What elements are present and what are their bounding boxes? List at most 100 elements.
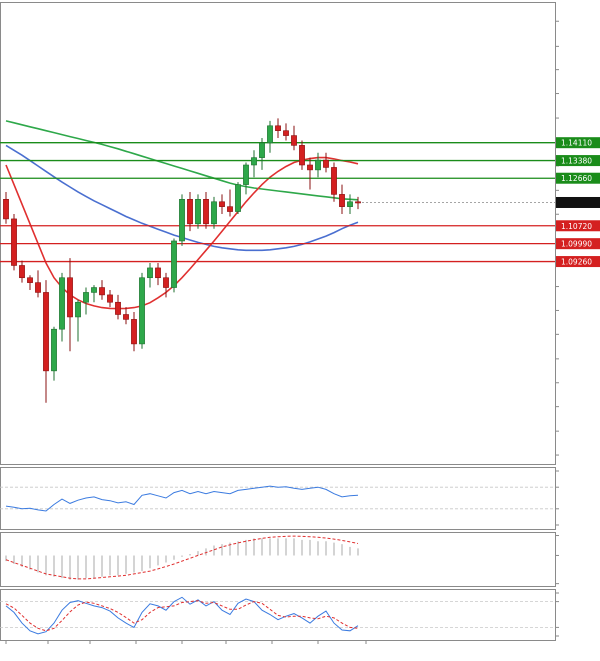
stoch-panel-frame	[0, 589, 556, 641]
candle-body	[299, 145, 305, 166]
candle	[275, 118, 281, 139]
current-price-box	[556, 196, 600, 208]
candle	[99, 280, 105, 300]
candle	[147, 263, 153, 288]
candle	[27, 275, 33, 290]
candle-body	[107, 294, 113, 303]
candle-body	[347, 201, 353, 207]
candle	[19, 260, 25, 283]
candle-body	[291, 135, 297, 146]
candle-body	[99, 287, 105, 296]
candle-body	[139, 277, 145, 345]
candle-body	[195, 198, 201, 225]
candle	[163, 272, 169, 298]
candle	[171, 238, 177, 293]
level-price-label: 1.12660	[561, 174, 592, 183]
candle	[187, 191, 193, 232]
candle	[195, 194, 201, 229]
level-price-label: 1.09990	[561, 240, 592, 249]
candle-body	[259, 142, 265, 158]
candle-body	[323, 159, 329, 168]
level-price-label: 1.10720	[561, 222, 592, 231]
candle-body	[163, 277, 169, 288]
level-price-label: 1.09260	[561, 258, 592, 267]
candle-body	[27, 277, 33, 283]
candle	[179, 194, 185, 246]
candle-body	[203, 198, 209, 225]
candle-body	[179, 198, 185, 242]
candle	[283, 123, 289, 141]
candle-body	[235, 184, 241, 212]
candle	[339, 184, 345, 215]
candle-body	[251, 157, 257, 166]
candle	[123, 307, 129, 325]
candle-body	[219, 201, 225, 207]
candle-body	[147, 267, 153, 279]
candle-body	[339, 194, 345, 207]
candle	[75, 299, 81, 342]
candle	[307, 157, 313, 190]
candle-body	[267, 125, 273, 144]
macd-signal-line	[5, 535, 359, 580]
candle-body	[315, 159, 321, 171]
candle	[203, 191, 209, 229]
candle	[115, 294, 121, 320]
level-price-box	[556, 155, 600, 167]
candle	[107, 289, 113, 308]
rsi-panel-frame	[0, 467, 556, 530]
candle-body	[307, 164, 313, 171]
candle-body	[227, 206, 233, 212]
candle-body	[3, 198, 9, 220]
candle-body	[19, 265, 25, 279]
candle	[251, 150, 257, 178]
rsi-line	[5, 485, 359, 512]
candle-body	[155, 267, 161, 279]
candle	[219, 194, 225, 215]
stoch-d-line	[5, 600, 359, 632]
candle-body	[51, 328, 57, 372]
candle	[3, 191, 9, 224]
candle	[11, 214, 17, 271]
candle	[323, 152, 329, 173]
candle-body	[59, 277, 65, 330]
level-price-label: 1.13380	[561, 157, 592, 166]
candle-body	[67, 277, 73, 318]
level-price-box	[556, 137, 600, 149]
candle-body	[187, 198, 193, 225]
candle-body	[211, 201, 217, 225]
candle-body	[171, 240, 177, 288]
candle	[259, 138, 265, 170]
candle	[331, 162, 337, 202]
candle	[243, 162, 249, 195]
candle	[139, 272, 145, 349]
level-price-label: 1.14110	[561, 139, 592, 148]
candle-body	[91, 287, 97, 293]
candle	[211, 196, 217, 229]
candle-body	[11, 218, 17, 266]
candle	[347, 194, 353, 215]
candle-body	[83, 292, 89, 303]
level-price-box	[556, 256, 600, 268]
candle	[51, 326, 57, 381]
candle	[267, 120, 273, 153]
candle	[91, 285, 97, 303]
candle-body	[243, 164, 249, 185]
candle	[315, 152, 321, 178]
candle	[227, 189, 233, 217]
candle	[67, 258, 73, 352]
candle-body	[115, 301, 121, 315]
candle-body	[35, 282, 41, 293]
candle-body	[355, 201, 361, 204]
candle	[155, 263, 161, 286]
candle-body	[75, 301, 81, 318]
moving-average-green	[5, 120, 359, 201]
candle	[291, 125, 297, 151]
candle-body	[123, 314, 129, 320]
candle	[355, 196, 361, 210]
main-panel-frame	[0, 2, 556, 465]
candle-body	[43, 292, 49, 372]
level-price-box	[556, 220, 600, 232]
level-price-box	[556, 172, 600, 184]
